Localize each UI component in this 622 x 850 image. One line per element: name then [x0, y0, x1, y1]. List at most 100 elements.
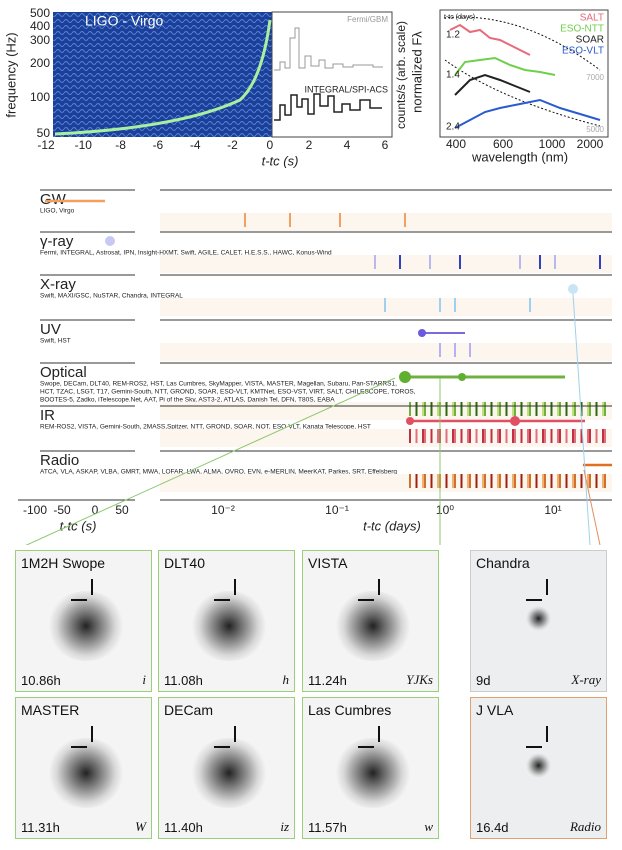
- stamp-band: Radio: [569, 819, 601, 834]
- stamp-name: VISTA: [308, 555, 348, 571]
- stamp-band: i: [142, 672, 146, 687]
- opt-dot: [458, 373, 466, 381]
- stamp-name: Las Cumbres: [308, 702, 392, 718]
- ir-dot: [510, 416, 520, 426]
- soar-spectrum: [454, 73, 531, 96]
- stamp-time: 11.24h: [308, 673, 347, 688]
- stamp-band: X-ray: [571, 672, 601, 687]
- x-tick-label: -50: [53, 503, 71, 517]
- x-tick-label: -10: [75, 138, 93, 152]
- image-stamp: J VLA 16.4d Radio: [470, 697, 607, 839]
- vlt-spectrum: [454, 98, 601, 129]
- stamp-time: 11.57h: [308, 820, 347, 835]
- stamp-name: DLT40: [164, 555, 205, 571]
- image-stamp: 1M2H Swope 10.86h i: [15, 550, 152, 692]
- x-tick-label: -8: [115, 138, 126, 152]
- row-instruments: Swope, DECam, DLT40, REM-ROS2, HST, Las …: [40, 381, 397, 388]
- x-tick-label: 2: [306, 138, 313, 152]
- row-name: IR: [40, 407, 55, 424]
- ntt-spectrum: [454, 56, 556, 76]
- stamp-band: W: [135, 819, 146, 834]
- acs-curve: [274, 93, 382, 121]
- spectra-xlabel: wavelength (nm): [471, 149, 568, 164]
- stamp-name: J VLA: [476, 702, 514, 718]
- stamp-band: h: [282, 672, 290, 687]
- stamp-time: 11.40h: [164, 820, 203, 835]
- x-tick-label: 10¹: [544, 503, 561, 517]
- image-stamp: MASTER 11.31h W: [15, 697, 152, 839]
- x-tick-label: 4: [344, 138, 351, 152]
- row-name: Optical: [40, 364, 87, 381]
- zoom-line: [583, 469, 601, 545]
- stamp-time: 11.31h: [21, 820, 60, 835]
- image-stamp: Chandra 9d X-ray: [470, 550, 607, 692]
- row-name: γ-ray: [40, 233, 74, 250]
- x-tick-label: -100: [23, 503, 47, 517]
- spectrogram: [53, 12, 272, 137]
- stamp-band: iz: [280, 819, 289, 834]
- stamp-name: MASTER: [21, 702, 80, 718]
- gw-title: LIGO - Virgo: [85, 13, 164, 29]
- row-band: [160, 213, 612, 231]
- row-instruments: REM-ROS2, VISTA, Gemini-South, 2MASS,Spi…: [40, 424, 371, 431]
- y-tick-label: 50: [37, 126, 51, 140]
- y-tick-label: 300: [30, 33, 50, 47]
- legend-entry: SOAR: [576, 35, 604, 46]
- x-tick-label: 50: [115, 503, 129, 517]
- row-name: Radio: [40, 452, 79, 469]
- gamma-frame: [271, 11, 393, 138]
- row-instruments: Swift, MAXI/GSC, NuSTAR, Chandra, INTEGR…: [40, 293, 183, 300]
- x-tick-label: 6: [382, 138, 389, 152]
- x-tick-label: 10⁻²: [211, 503, 235, 517]
- uv-dot: [418, 329, 426, 337]
- x-tick-label: -2: [227, 138, 238, 152]
- chirp-track: [54, 19, 272, 136]
- legend-entry: ESO-VLT: [562, 46, 604, 57]
- gw-xlabel: t-tc (s): [262, 153, 299, 168]
- ir-dot: [406, 417, 414, 425]
- x-tick-label: 10⁰: [436, 503, 454, 517]
- gw-ylabel: frequency (Hz): [3, 32, 18, 117]
- salt-spectrum: [449, 23, 531, 56]
- x-tick-label: 0: [266, 138, 273, 152]
- y-tick-label: 100: [30, 90, 50, 104]
- y-tick-label: 200: [30, 56, 50, 70]
- image-stamp: VISTA 11.24h YJKs: [302, 550, 439, 692]
- stamp-name: Chandra: [476, 555, 530, 571]
- blackbody: [443, 16, 601, 71]
- gbm-curve: [274, 27, 383, 71]
- x-tick-label: -6: [153, 138, 164, 152]
- temperature-label: 7000: [586, 73, 604, 82]
- legend-entry: SALT: [580, 13, 604, 24]
- row-instruments: Fermi, INTEGRAL, Astrosat, IPN, Insight-…: [40, 250, 332, 257]
- image-stamp: DLT40 11.08h h: [158, 550, 295, 692]
- epoch-value: 1.2: [446, 30, 460, 41]
- gamma-dot: [105, 236, 115, 246]
- legend-entry: ESO-NTT: [560, 24, 604, 35]
- x-tick-label: 10⁻¹: [325, 503, 349, 517]
- row-name: X-ray: [40, 276, 76, 293]
- opt-dot: [399, 371, 411, 383]
- stamp-time: 16.4d: [476, 820, 509, 835]
- image-stamp: Las Cumbres 11.57h w: [302, 697, 439, 839]
- image-stamp: DECam 11.40h iz: [158, 697, 295, 839]
- x-tick-label: -4: [190, 138, 201, 152]
- stamp-time: 11.08h: [164, 673, 203, 688]
- x-tick-label: 1000: [539, 137, 566, 151]
- epoch-value: 1.4: [446, 70, 460, 81]
- gamma-label: Fermi/GBM: [347, 15, 388, 24]
- row-name: UV: [40, 321, 61, 338]
- zoom-line: [572, 293, 591, 545]
- row-name: GW: [40, 191, 67, 208]
- epoch-label: t-tc (days): [444, 14, 475, 21]
- row-band: [160, 343, 612, 361]
- stamp-time: 10.86h: [21, 673, 61, 688]
- row-instruments: LIGO, Virgo: [40, 208, 75, 215]
- zoom-line: [25, 377, 441, 545]
- figure-plots: LIGO - Virgo frequency (Hz) counts/s (ar…: [3, 6, 612, 545]
- x-tick-label: 2000: [577, 137, 604, 151]
- x-axis-label: t-tc (days): [363, 518, 421, 533]
- y-tick-label: 500: [30, 6, 50, 20]
- stamp-band: YJKs: [406, 672, 433, 687]
